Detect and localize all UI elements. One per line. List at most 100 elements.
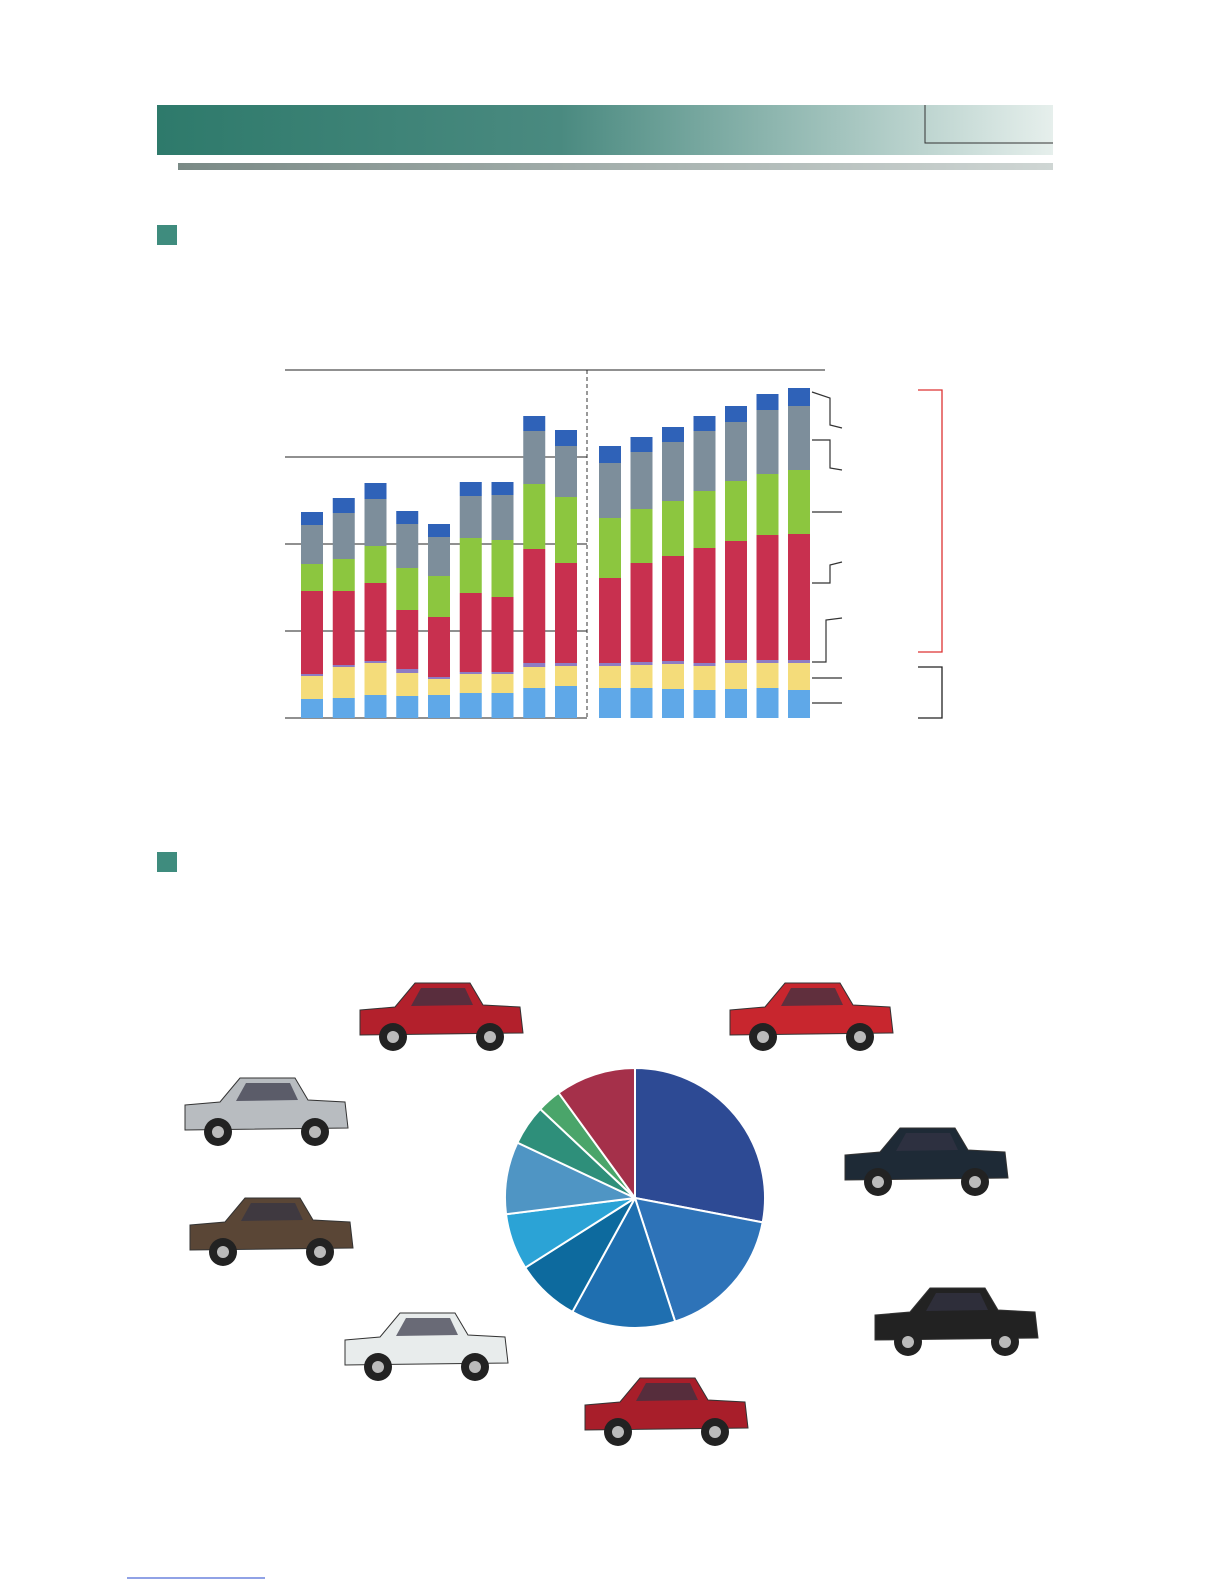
bar-segment bbox=[630, 665, 653, 688]
bar-segment bbox=[332, 498, 355, 513]
section-marker bbox=[157, 225, 177, 245]
bar-segment bbox=[459, 674, 482, 693]
bar-segment bbox=[491, 672, 514, 674]
vehicle-photo bbox=[184, 1077, 349, 1146]
bar-segment bbox=[491, 495, 514, 540]
bar-segment bbox=[555, 497, 577, 563]
bar-segment bbox=[523, 549, 546, 663]
bar-segment bbox=[555, 563, 577, 663]
bar-segment bbox=[756, 394, 779, 410]
vehicle-hub bbox=[969, 1176, 981, 1188]
bar-segment bbox=[630, 437, 653, 452]
vehicle-hub bbox=[872, 1176, 884, 1188]
bar-segment bbox=[756, 535, 779, 660]
bar-segment bbox=[428, 617, 450, 677]
bar-segment bbox=[459, 672, 482, 674]
bar-segment bbox=[301, 591, 323, 674]
bar-segment bbox=[630, 662, 653, 665]
header-rule bbox=[178, 163, 1053, 170]
vehicle-body bbox=[584, 1377, 749, 1431]
bar-segment bbox=[396, 669, 419, 673]
bar-segment bbox=[756, 474, 779, 535]
bar-segment bbox=[301, 512, 323, 525]
bar-segment bbox=[364, 695, 387, 718]
vehicle-hub bbox=[309, 1126, 321, 1138]
bar-segment bbox=[599, 446, 621, 463]
bar-segment bbox=[599, 518, 621, 578]
vehicle-hub bbox=[709, 1426, 721, 1438]
bar-segment bbox=[788, 534, 810, 660]
bar-segment bbox=[332, 667, 355, 698]
bar-segment bbox=[693, 663, 716, 666]
bar-segment bbox=[396, 696, 419, 718]
vehicle-hub bbox=[484, 1031, 496, 1043]
bar-segment bbox=[630, 688, 653, 718]
bar-segment bbox=[788, 406, 810, 470]
bar-segment bbox=[459, 693, 482, 718]
vehicle-body bbox=[729, 982, 894, 1036]
bar-segment bbox=[491, 540, 514, 597]
pie-slice bbox=[633, 1196, 764, 1323]
bar-segment bbox=[523, 667, 546, 688]
vehicle-hub bbox=[387, 1031, 399, 1043]
vehicle-body bbox=[359, 982, 524, 1036]
vehicle-hub bbox=[999, 1336, 1011, 1348]
bar-segment bbox=[630, 563, 653, 662]
bar-segment bbox=[756, 688, 779, 718]
vehicle-body bbox=[189, 1197, 354, 1251]
bar-segment bbox=[301, 699, 323, 718]
vehicle-photos bbox=[184, 982, 1039, 1446]
bar-segment bbox=[396, 610, 419, 669]
vehicle-photo bbox=[359, 982, 524, 1051]
vehicle-photo bbox=[874, 1287, 1039, 1356]
bar-segment bbox=[301, 564, 323, 591]
vehicle-window bbox=[926, 1293, 988, 1311]
bar-segment bbox=[332, 665, 355, 667]
bar-segment bbox=[599, 463, 621, 518]
bar-segment bbox=[725, 541, 747, 660]
bar-segment bbox=[428, 677, 450, 679]
vehicle-window bbox=[236, 1083, 298, 1101]
header-box bbox=[924, 105, 1053, 144]
bar-segment bbox=[662, 427, 684, 442]
bar-segment bbox=[459, 482, 482, 496]
pie-slice bbox=[634, 1066, 766, 1224]
vehicle-photo bbox=[189, 1197, 354, 1266]
pie-slice bbox=[571, 1195, 677, 1329]
bar-segment bbox=[725, 660, 747, 663]
bar-segment bbox=[396, 511, 419, 524]
bar-segment bbox=[788, 690, 810, 718]
vehicle-hub bbox=[372, 1361, 384, 1373]
bar-segment bbox=[630, 452, 653, 509]
bar-segment bbox=[662, 556, 684, 661]
vehicle-window bbox=[411, 988, 473, 1006]
bar-segment bbox=[555, 663, 577, 666]
bracket bbox=[918, 666, 943, 719]
vehicle-photo bbox=[729, 982, 894, 1051]
bar-segment bbox=[332, 559, 355, 591]
bar-segment bbox=[364, 661, 387, 663]
bar-segment bbox=[555, 666, 577, 686]
bar-segment bbox=[396, 524, 419, 568]
bar-segment bbox=[756, 410, 779, 474]
bar-segment bbox=[523, 431, 546, 484]
bar-segment bbox=[491, 597, 514, 672]
bar-segment bbox=[555, 446, 577, 497]
bar-segment bbox=[599, 666, 621, 688]
vehicle-hub bbox=[212, 1126, 224, 1138]
bar-segment bbox=[788, 388, 810, 406]
section-marker bbox=[157, 852, 177, 872]
bar-segment bbox=[459, 538, 482, 593]
vehicle-hub bbox=[314, 1246, 326, 1258]
bar-segment bbox=[662, 664, 684, 689]
bar-segment bbox=[693, 548, 716, 663]
bar-segment bbox=[725, 689, 747, 718]
bar-segment bbox=[428, 576, 450, 617]
bar-segment bbox=[788, 660, 810, 663]
bar-segment bbox=[428, 695, 450, 718]
bar-segment bbox=[364, 483, 387, 499]
vehicle-body bbox=[844, 1127, 1009, 1181]
bar-segment bbox=[428, 679, 450, 695]
vehicle-hub bbox=[902, 1336, 914, 1348]
